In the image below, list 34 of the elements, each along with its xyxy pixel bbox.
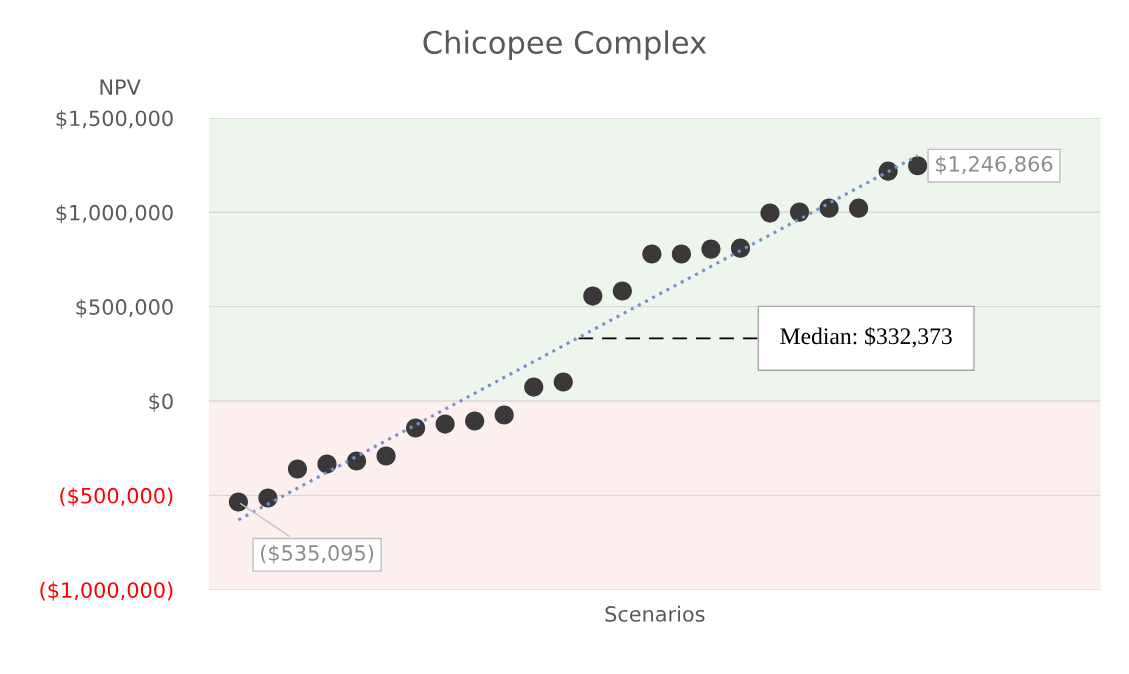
y-tick-label: $0 <box>149 393 173 413</box>
point <box>287 459 308 479</box>
point <box>406 418 426 438</box>
data-label: ($535,095) <box>261 544 374 564</box>
point <box>435 414 455 434</box>
chart-title: Chicopee Complex <box>423 30 707 60</box>
point <box>849 198 869 218</box>
y-tick-label: ($500,000) <box>60 487 173 507</box>
point <box>317 454 337 474</box>
point <box>730 238 751 258</box>
point <box>583 286 603 306</box>
y-tick-label: $1,000,000 <box>56 204 173 224</box>
point <box>908 156 928 176</box>
point <box>789 202 810 222</box>
x-axis-title: Scenarios <box>605 605 705 622</box>
y-axis-title: NPV <box>100 79 141 95</box>
point <box>642 244 662 264</box>
point <box>465 411 485 431</box>
point <box>376 446 396 466</box>
point <box>760 203 780 223</box>
point <box>553 372 573 392</box>
y-tick-label: $500,000 <box>76 298 173 318</box>
point <box>701 239 721 259</box>
point <box>612 281 632 301</box>
y-tick-label: $1,500,000 <box>56 110 173 129</box>
point <box>524 377 544 397</box>
y-tick-label: ($1,000,000) <box>40 581 173 601</box>
point <box>494 405 514 425</box>
point <box>258 488 278 508</box>
data-label: $1,246,866 <box>936 155 1053 175</box>
point <box>228 492 248 512</box>
ref-line-label: Median: $332,373 <box>780 326 952 348</box>
point <box>346 451 367 471</box>
point <box>671 244 691 264</box>
